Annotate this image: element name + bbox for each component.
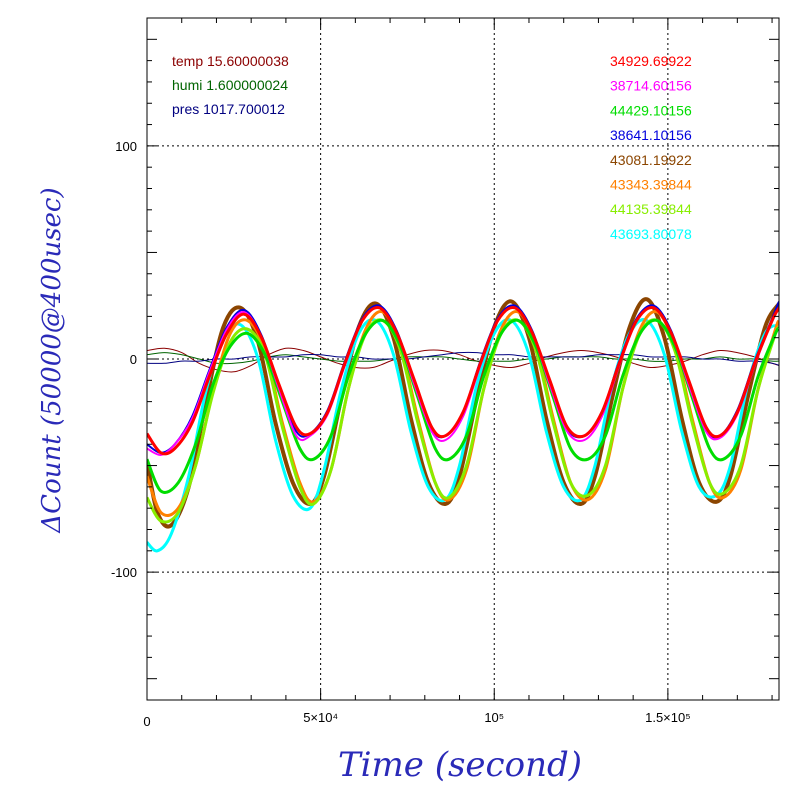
series-legend: 34929.69922 38714.60156 44429.10156 38641.1… xyxy=(610,53,692,242)
series-legend-entry: 44429.10156 xyxy=(610,102,692,118)
x-tick-label: 1.5×10⁵ xyxy=(645,710,691,725)
y-axis-title: ΔCount (50000@400usec) xyxy=(37,187,67,533)
series-legend-entry: 43693.80078 xyxy=(610,226,692,242)
y-tick-label: 100 xyxy=(115,139,137,154)
environment-legend-entry: pres 1017.700012 xyxy=(172,101,285,117)
series-legend-entry: 38641.10156 xyxy=(610,127,692,143)
series-line-44135.39844 xyxy=(147,318,779,524)
environment-line xyxy=(147,351,779,366)
series-line-43693.80078 xyxy=(147,318,779,553)
environment-legend: temp 15.60000038 humi 1.600000024 pres 101… xyxy=(172,53,289,117)
x-axis-title: Time (second) xyxy=(338,745,582,785)
plot-series xyxy=(147,297,779,553)
series-legend-entry: 34929.69922 xyxy=(610,53,692,69)
y-tick-label: 0 xyxy=(130,352,137,367)
y-tick-label: -100 xyxy=(111,565,137,580)
tick-labels: 0 5×10⁴ 10⁵ 1.5×10⁵ 100 0 -100 xyxy=(111,139,691,729)
series-legend-entry: 38714.60156 xyxy=(610,78,692,94)
series-line-34929.69922 xyxy=(147,305,779,456)
series-legend-entry: 44135.39844 xyxy=(610,201,692,217)
environment-legend-entry: humi 1.600000024 xyxy=(172,77,288,93)
series-legend-entry: 43343.39844 xyxy=(610,177,692,193)
environment-line xyxy=(147,347,779,373)
x-tick-label: 5×10⁴ xyxy=(303,710,338,725)
series-legend-entry: 43081.19922 xyxy=(610,152,692,168)
environment-line xyxy=(147,352,779,365)
x-tick-label: 0 xyxy=(143,714,150,729)
x-tick-label: 10⁵ xyxy=(484,710,504,725)
minor-ticks xyxy=(147,18,779,700)
environment-legend-entry: temp 15.60000038 xyxy=(172,53,289,69)
